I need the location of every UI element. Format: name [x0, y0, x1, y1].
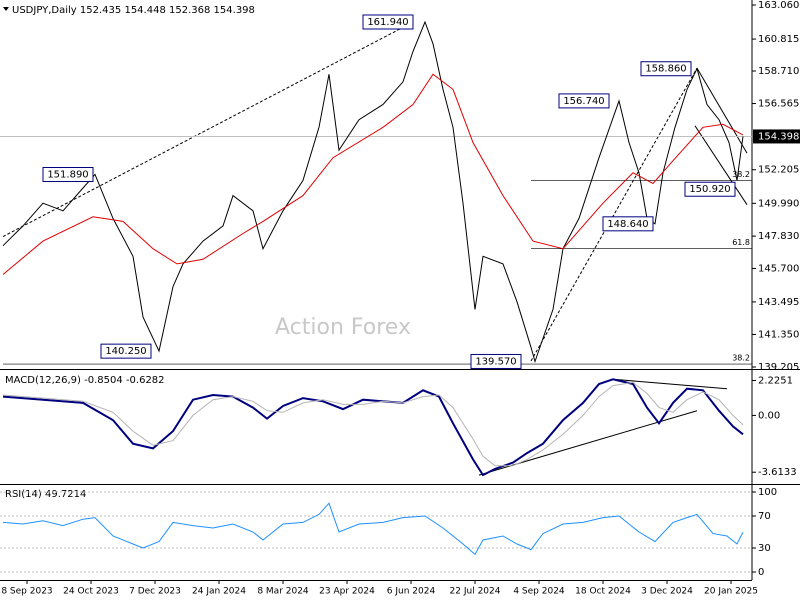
macd-value: -0.8504 — [84, 375, 123, 386]
x-tick-label: 18 Oct 2024 — [575, 587, 631, 597]
y-tick-label: 147.830 — [758, 231, 799, 242]
price-label: 139.570 — [475, 356, 516, 367]
y-tick-label: 0.00 — [758, 410, 780, 421]
y-tick-label: 160.815 — [758, 34, 799, 45]
price-label: 151.890 — [47, 170, 88, 181]
price-label-box — [640, 61, 692, 77]
x-tick-label: 22 Jul 2024 — [450, 587, 501, 597]
trendline — [694, 125, 748, 205]
series-line — [2, 378, 744, 477]
trendline — [696, 67, 748, 154]
series-line — [2, 20, 744, 364]
rsi-title: RSI(14) — [5, 489, 42, 500]
price-label-box — [42, 167, 94, 183]
y-tick-label: 145.700 — [758, 263, 799, 274]
x-tick-label: 20 Jan 2025 — [704, 587, 758, 597]
symbol: USDJPY,Daily — [12, 5, 77, 16]
y-tick-label: 163.060 — [758, 0, 799, 11]
fib-label: 38.2 — [732, 170, 750, 179]
signal-value: -0.6282 — [126, 375, 165, 386]
price-label-box — [470, 353, 522, 369]
macd-header: MACD(12,26,9) -0.8504 -0.6282 — [5, 375, 165, 386]
series-line — [2, 73, 744, 275]
fib-label: 61.8 — [732, 238, 750, 247]
price-label: 158.860 — [645, 64, 686, 75]
high: 154.448 — [124, 5, 165, 16]
y-tick-label: 149.990 — [758, 198, 799, 209]
x-tick-label: 7 Dec 2023 — [129, 587, 181, 597]
price-label: 156.740 — [563, 96, 604, 107]
price-label: 140.250 — [105, 346, 146, 357]
header: USDJPY,Daily 152.435 154.448 152.368 154… — [12, 5, 255, 16]
y-tick-label: 141.350 — [758, 329, 799, 340]
open: 152.435 — [80, 5, 121, 16]
low: 152.368 — [169, 5, 210, 16]
trendline — [612, 378, 728, 390]
x-tick-label: 8 Mar 2024 — [257, 587, 309, 597]
y-tick-label: 139.205 — [758, 362, 799, 373]
close: 154.398 — [214, 5, 255, 16]
price-label: 148.640 — [607, 219, 648, 230]
price-label: 161.940 — [367, 17, 408, 28]
price-label-box — [558, 93, 610, 109]
y-tick-label: 143.495 — [758, 297, 799, 308]
price-label-box — [602, 216, 654, 232]
rsi-header: RSI(14) 49.7214 — [5, 489, 86, 500]
price-label: 150.920 — [689, 184, 730, 195]
series-line — [2, 502, 744, 556]
x-tick-label: 24 Jan 2024 — [192, 587, 246, 597]
y-tick-label: 30 — [758, 543, 771, 554]
y-tick-label: 156.565 — [758, 99, 799, 110]
trendline — [530, 67, 698, 362]
price-label-box — [100, 343, 152, 359]
y-tick-label: 0 — [758, 567, 764, 578]
macd-title: MACD(12,26,9) — [5, 375, 81, 386]
y-tick-label: -3.6133 — [758, 467, 797, 478]
last-price-label: 154.398 — [758, 131, 799, 142]
y-tick-label: 100 — [758, 487, 777, 498]
y-tick-label: 152.205 — [758, 165, 799, 176]
x-tick-label: 3 Dec 2024 — [641, 587, 693, 597]
x-tick-label: 24 Oct 2023 — [63, 587, 119, 597]
price-label-box — [684, 181, 736, 197]
x-tick-label: 6 Jun 2024 — [387, 587, 436, 597]
series-line — [2, 381, 744, 467]
price-label-box — [362, 14, 414, 30]
y-tick-label: 158.710 — [758, 66, 799, 77]
x-tick-label: 23 Apr 2024 — [319, 587, 375, 597]
rsi-value: 49.7214 — [45, 489, 86, 500]
y-tick-label: 70 — [758, 511, 771, 522]
fib-label: 38.2 — [732, 354, 750, 363]
watermark: Action Forex — [275, 315, 411, 340]
x-tick-label: 8 Sep 2023 — [1, 587, 52, 597]
header-icon — [3, 7, 9, 11]
x-tick-label: 4 Sep 2024 — [513, 587, 565, 597]
y-tick-label: 2.2251 — [758, 375, 793, 386]
last-price-box — [753, 129, 800, 144]
